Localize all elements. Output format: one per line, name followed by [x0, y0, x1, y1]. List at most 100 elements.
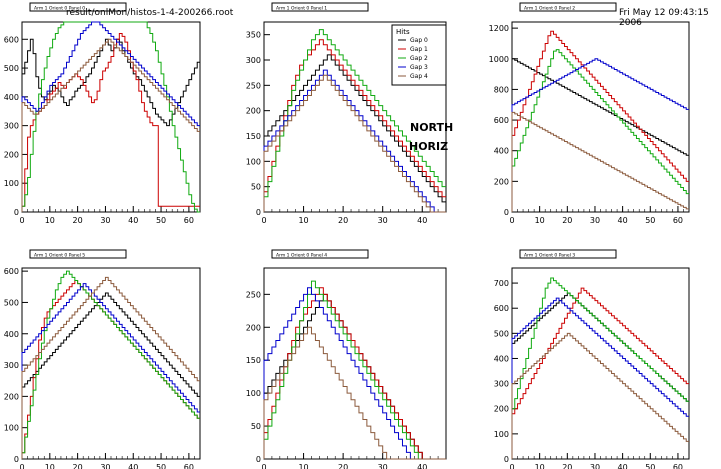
panel-2-series-gap3	[511, 58, 689, 212]
panel-4-ytick-label-1: 50	[251, 422, 261, 431]
panel-5-xtick-label-0: 0	[509, 463, 514, 469]
panel-1-xtick-label-2: 20	[338, 216, 348, 225]
panel-0-ytick-label-1: 100	[4, 179, 19, 188]
panel-3-xtick-label-4: 40	[128, 463, 138, 469]
panel-2-ytick-label-2: 400	[494, 147, 509, 156]
panel-1-xtick-label-0: 0	[261, 216, 266, 225]
panel-0-ytick-label-5: 500	[4, 64, 19, 73]
panel-1-xtick-label-4: 40	[417, 216, 427, 225]
panel-3-series-gap4	[21, 276, 200, 459]
panel-0-ytick-label-0: 0	[14, 208, 19, 217]
panel-5-ytick-label-7: 700	[494, 279, 509, 288]
panel-5-ytick-label-1: 100	[494, 430, 509, 439]
panel-3-series-gap1	[21, 280, 200, 459]
panel-2-ytick-label-1: 200	[494, 177, 509, 186]
panel-1-title-box	[271, 2, 369, 12]
panel-2-xtick-label-4: 40	[618, 216, 628, 225]
panel-5-xtick-label-2: 20	[562, 463, 572, 469]
panel-3-ytick-label-4: 400	[4, 330, 19, 339]
panel-0-title-box	[29, 2, 127, 12]
panel-3-ytick-label-0: 0	[14, 455, 19, 464]
panel-2-series-gap4	[511, 111, 689, 212]
panel-3-title: Arm 1 Orient 0 Panel 5	[34, 253, 85, 259]
panel-3-series-gap0	[21, 292, 200, 459]
panel-5-title-box	[519, 249, 617, 259]
legend-item-1: Gap 1	[410, 46, 428, 53]
panel-3-xtick-label-5: 50	[156, 463, 166, 469]
legend-item-4: Gap 4	[410, 73, 428, 80]
panel-0-series-gap3	[21, 21, 200, 212]
panel-0-xtick-label-6: 60	[184, 216, 194, 225]
panel-4-xtick-label-4: 40	[417, 463, 427, 469]
panel-4-ytick-label-4: 200	[246, 323, 261, 332]
panel-1-series-gap4	[263, 74, 446, 213]
panel-3-xtick-label-3: 30	[100, 463, 110, 469]
panel-4-ytick-label-2: 100	[246, 389, 261, 398]
panel-3-ytick-label-5: 500	[4, 298, 19, 307]
panel-5-series-gap4	[511, 332, 689, 459]
panel-0-xtick-label-5: 50	[156, 216, 166, 225]
panel-5-xtick-label-1: 10	[535, 463, 545, 469]
panel-5-ytick-label-2: 200	[494, 405, 509, 414]
panel-0-series-gap4	[21, 38, 200, 212]
panel-2-series-gap1	[511, 30, 689, 212]
panel-5-xtick-label-3: 30	[590, 463, 600, 469]
panel-4-series-gap3	[263, 287, 446, 460]
side-label-horiz: HORIZ	[409, 140, 449, 153]
panel-5-xtick-label-6: 60	[673, 463, 683, 469]
panel-3-xtick-label-2: 20	[73, 463, 83, 469]
panel-4-xtick-label-1: 10	[298, 463, 308, 469]
panel-2-xtick-label-2: 20	[562, 216, 572, 225]
panel-2-xtick-label-6: 60	[673, 216, 683, 225]
legend-item-2: Gap 2	[410, 55, 428, 62]
side-label-north: NORTH	[410, 121, 454, 134]
panel-5-ytick-label-0: 0	[504, 455, 509, 464]
panel-1-series-gap1	[263, 39, 446, 212]
panel-2-title: Arm 1 Orient 0 Panel 2	[524, 6, 575, 12]
panel-4-xtick-label-3: 30	[378, 463, 388, 469]
panel-4-xtick-label-2: 20	[338, 463, 348, 469]
legend-item-3: Gap 3	[410, 64, 428, 71]
panel-0-xtick-label-1: 10	[45, 216, 55, 225]
panel-4-ytick-label-0: 0	[256, 455, 261, 464]
panel-3-title-box	[29, 249, 127, 259]
panel-4-ytick-label-5: 250	[246, 290, 261, 299]
panel-4-title: Arm 1 Orient 0 Panel 4	[276, 253, 327, 259]
panel-0-title: Arm 1 Orient 0 Panel 0	[34, 6, 85, 12]
panel-0-xtick-label-4: 40	[128, 216, 138, 225]
panel-2-xtick-label-3: 30	[590, 216, 600, 225]
panel-2-ytick-label-4: 800	[494, 85, 509, 94]
file-title: result/onlMon/histos-1-4-200266.root	[66, 8, 234, 18]
panel-3-xtick-label-6: 60	[184, 463, 194, 469]
panel-2-xtick-label-5: 50	[645, 216, 655, 225]
panel-3-xtick-label-0: 0	[19, 463, 24, 469]
panel-4-title-box	[271, 249, 369, 259]
panel-1-xtick-label-3: 30	[378, 216, 388, 225]
panel-5-ytick-label-3: 300	[494, 380, 509, 389]
panel-3-ytick-label-6: 600	[4, 267, 19, 276]
panel-2-ytick-label-5: 1000	[489, 55, 509, 64]
panel-2-series-gap0	[511, 58, 689, 212]
panel-0-ytick-label-3: 300	[4, 122, 19, 131]
panel-5-series-gap3	[511, 297, 689, 459]
panel-5-xtick-label-4: 40	[618, 463, 628, 469]
panel-2-ytick-label-0: 0	[504, 208, 509, 217]
panel-0-xtick-label-0: 0	[19, 216, 24, 225]
panel-3-ytick-label-1: 100	[4, 424, 19, 433]
panel-3-series-gap2	[21, 270, 200, 459]
panel-3-ytick-label-2: 200	[4, 392, 19, 401]
panel-5-xtick-label-5: 50	[645, 463, 655, 469]
panel-1-ytick-label-2: 100	[246, 157, 261, 166]
panel-3-series-gap3	[21, 283, 200, 459]
panel-0-xtick-label-2: 20	[73, 216, 83, 225]
panel-2-ytick-label-3: 600	[494, 116, 509, 125]
panel-5-series-gap1	[511, 287, 689, 459]
panel-2-xtick-label-0: 0	[509, 216, 514, 225]
panel-4-series-gap1	[263, 287, 446, 460]
panel-0-series-gap1	[21, 33, 200, 212]
legend-title: Hits	[396, 28, 410, 36]
panel-4-series-gap2	[263, 280, 446, 460]
panel-2-series-gap2	[511, 49, 689, 212]
panel-5-series-gap2	[511, 277, 689, 459]
